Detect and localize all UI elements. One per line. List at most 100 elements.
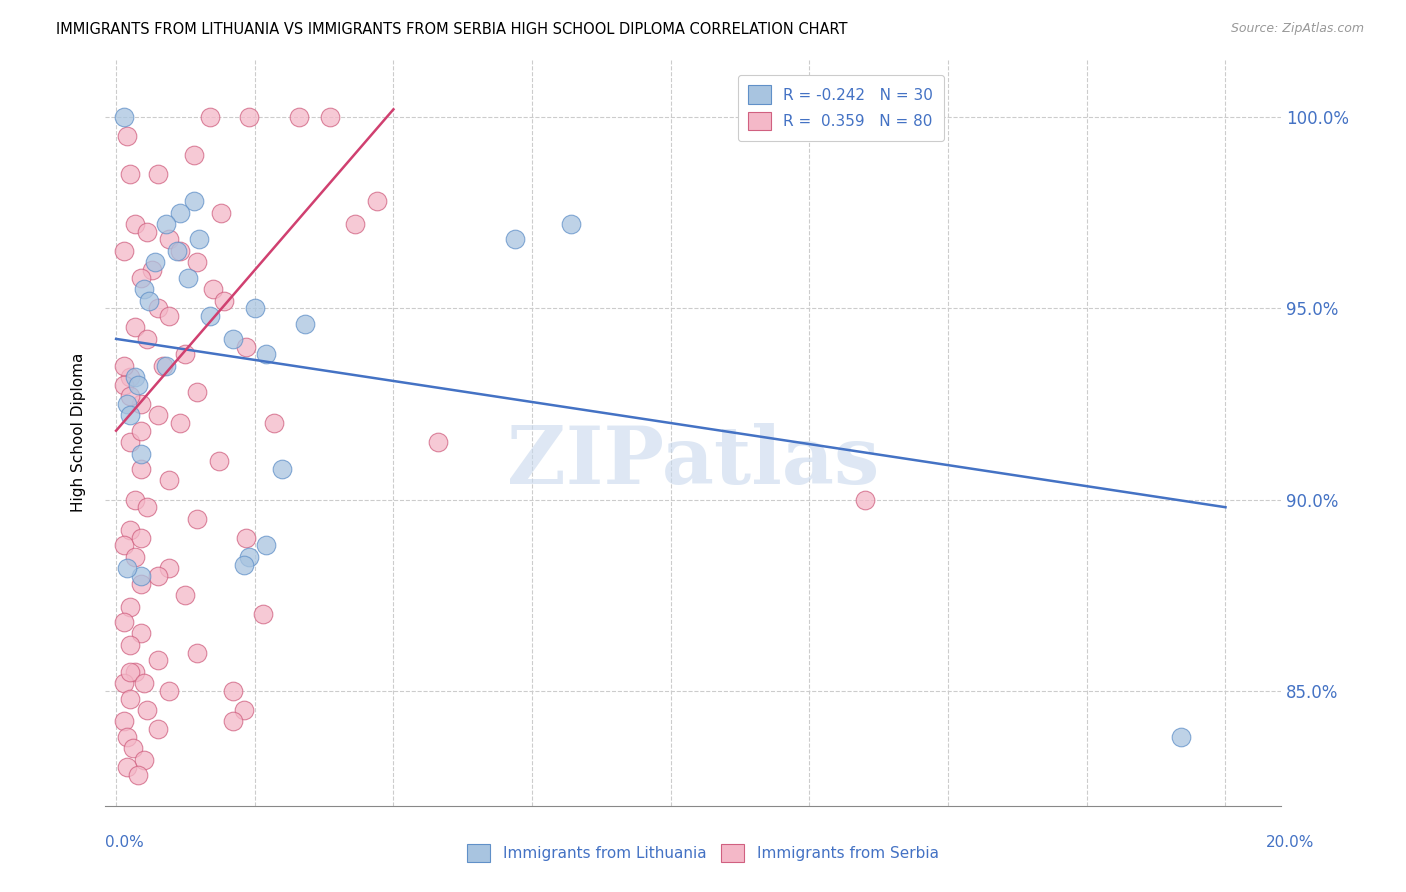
- Point: [112, 615, 135, 629]
- Point: [254, 539, 277, 553]
- Point: [132, 676, 155, 690]
- Point: [155, 359, 177, 373]
- Point: [235, 531, 257, 545]
- Point: [135, 225, 157, 239]
- Point: [129, 531, 152, 545]
- Point: [112, 244, 135, 258]
- Point: [118, 638, 141, 652]
- Point: [166, 244, 188, 258]
- Point: [238, 110, 260, 124]
- Point: [232, 703, 254, 717]
- Point: [157, 474, 180, 488]
- Point: [118, 409, 141, 423]
- Point: [252, 607, 274, 622]
- Point: [426, 435, 449, 450]
- Point: [157, 561, 180, 575]
- Point: [118, 370, 141, 384]
- Point: [112, 714, 135, 729]
- Point: [200, 110, 222, 124]
- Point: [211, 205, 233, 219]
- Text: 0.0%: 0.0%: [105, 836, 145, 850]
- Point: [129, 397, 152, 411]
- Point: [129, 569, 152, 583]
- Point: [294, 317, 316, 331]
- Point: [208, 454, 231, 468]
- Point: [118, 599, 141, 614]
- Point: [115, 561, 138, 575]
- Point: [132, 282, 155, 296]
- Point: [129, 462, 152, 476]
- Point: [505, 232, 527, 246]
- Point: [115, 730, 138, 744]
- Point: [124, 665, 146, 679]
- Point: [121, 741, 143, 756]
- Point: [183, 148, 205, 162]
- Point: [135, 703, 157, 717]
- Point: [366, 194, 388, 209]
- Point: [118, 167, 141, 181]
- Point: [115, 129, 138, 144]
- Point: [183, 194, 205, 209]
- Point: [169, 416, 191, 430]
- Point: [129, 447, 152, 461]
- Point: [127, 377, 149, 392]
- Point: [141, 263, 163, 277]
- Point: [124, 549, 146, 564]
- Point: [188, 232, 211, 246]
- Point: [146, 301, 169, 316]
- Point: [118, 665, 141, 679]
- Point: [288, 110, 311, 124]
- Point: [135, 500, 157, 515]
- Point: [174, 588, 197, 602]
- Point: [129, 626, 152, 640]
- Point: [127, 768, 149, 782]
- Point: [115, 397, 138, 411]
- Point: [155, 217, 177, 231]
- Point: [112, 377, 135, 392]
- Point: [124, 320, 146, 334]
- Point: [853, 492, 876, 507]
- Text: IMMIGRANTS FROM LITHUANIA VS IMMIGRANTS FROM SERBIA HIGH SCHOOL DIPLOMA CORRELAT: IMMIGRANTS FROM LITHUANIA VS IMMIGRANTS …: [56, 22, 848, 37]
- Point: [118, 523, 141, 537]
- Point: [186, 385, 208, 400]
- Point: [343, 217, 366, 231]
- Point: [132, 753, 155, 767]
- Point: [221, 714, 243, 729]
- Point: [157, 684, 180, 698]
- Point: [157, 309, 180, 323]
- Point: [157, 232, 180, 246]
- Point: [238, 549, 260, 564]
- Point: [118, 435, 141, 450]
- Y-axis label: High School Diploma: High School Diploma: [72, 353, 86, 512]
- Point: [271, 462, 294, 476]
- Point: [560, 217, 582, 231]
- Point: [146, 653, 169, 667]
- Point: [129, 576, 152, 591]
- Point: [124, 370, 146, 384]
- Point: [254, 347, 277, 361]
- Point: [235, 339, 257, 353]
- Point: [186, 255, 208, 269]
- Point: [129, 270, 152, 285]
- Point: [146, 722, 169, 736]
- Point: [146, 167, 169, 181]
- Point: [174, 347, 197, 361]
- Text: ZIPatlas: ZIPatlas: [506, 424, 879, 501]
- Point: [112, 359, 135, 373]
- Point: [138, 293, 160, 308]
- Point: [169, 244, 191, 258]
- Point: [146, 409, 169, 423]
- Point: [202, 282, 225, 296]
- Point: [177, 270, 200, 285]
- Point: [118, 691, 141, 706]
- Point: [112, 110, 135, 124]
- Legend: R = -0.242   N = 30, R =  0.359   N = 80: R = -0.242 N = 30, R = 0.359 N = 80: [738, 75, 943, 141]
- Point: [152, 359, 174, 373]
- Point: [143, 255, 166, 269]
- Point: [146, 569, 169, 583]
- Point: [115, 760, 138, 774]
- Point: [112, 676, 135, 690]
- Point: [221, 332, 243, 346]
- Text: Source: ZipAtlas.com: Source: ZipAtlas.com: [1230, 22, 1364, 36]
- Point: [186, 646, 208, 660]
